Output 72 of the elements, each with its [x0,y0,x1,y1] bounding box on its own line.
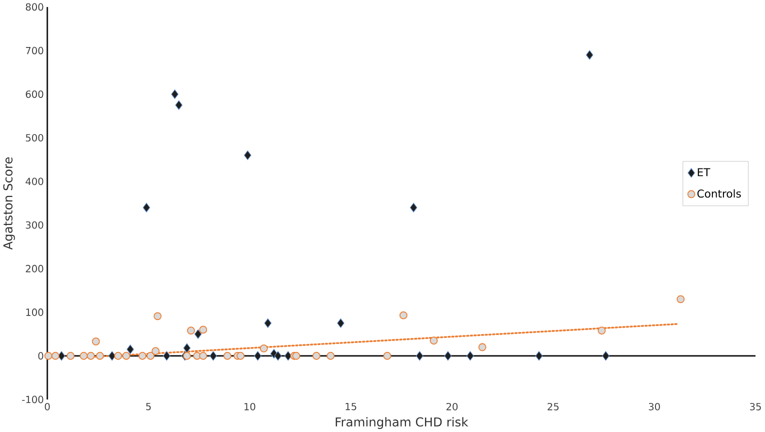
point [44,352,52,360]
point [326,352,335,360]
y-tick-label: 100 [26,308,44,316]
point [187,326,195,334]
point [236,352,245,360]
point [86,352,95,360]
point [284,350,292,361]
point [199,352,208,360]
x-tick-label: 5 [146,402,151,410]
x-tick-label: 10 [244,402,256,410]
y-tick-label: 200 [26,264,44,272]
point [194,329,202,339]
point [416,350,424,361]
x-tick-label: 20 [446,402,458,410]
point [312,352,320,360]
point [444,350,452,361]
point [254,350,262,361]
x-tick-label: 30 [648,402,660,410]
point [466,350,474,361]
point [108,350,116,361]
point [142,202,150,212]
point [223,352,232,360]
point [383,352,392,360]
y-tick-label: 300 [26,221,44,229]
x-tick-label: 15 [346,402,356,410]
x-tick-label: 0 [44,402,50,410]
point [183,343,191,353]
point [152,347,160,355]
x-tick-label: 35 [750,402,761,410]
point [138,352,146,360]
point [260,344,268,352]
point [535,350,543,361]
point [337,318,344,328]
point [171,89,178,99]
point [114,352,122,360]
point [163,350,170,361]
y-tick-label: 500 [26,134,44,142]
y-tick-label: 800 [26,3,44,11]
legend-label: Controls [697,189,741,198]
y-tick-label: 700 [26,46,44,54]
y-axis-title: Agatston Score [3,157,15,250]
point [210,350,217,361]
point [51,352,60,360]
x-axis-title: Framingham CHD risk [336,416,468,429]
point [274,350,282,361]
point [146,352,154,360]
point [602,350,610,361]
point [199,326,208,334]
point [244,150,252,160]
y-tick-label: 600 [26,90,44,98]
point [264,318,272,328]
point [478,343,486,352]
point [80,352,88,360]
point [96,352,104,360]
y-tick-label: -100 [22,396,44,404]
legend-label: ET [698,168,710,176]
point [586,50,594,60]
point [58,350,66,361]
x-tick-label: 25 [548,402,559,410]
point [66,352,75,360]
point [399,311,408,320]
point [676,295,685,304]
point [410,202,418,212]
point [92,337,100,346]
point [430,336,438,344]
y-tick-label: 0 [38,352,44,360]
point [126,344,134,354]
point [154,312,162,320]
point [122,352,130,360]
point [598,326,606,334]
point [175,100,183,110]
y-tick-label: 400 [26,178,44,186]
